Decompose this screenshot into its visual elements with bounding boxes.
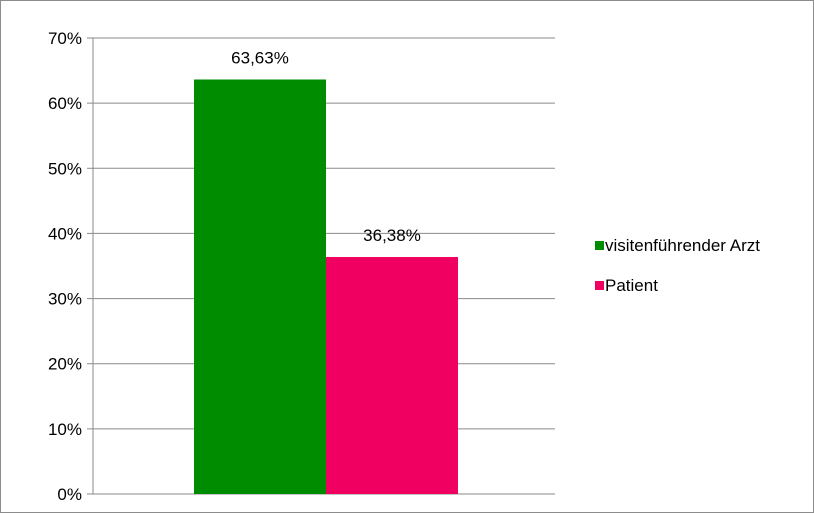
y-tick-label: 0% xyxy=(57,485,82,504)
y-tick-label: 30% xyxy=(48,290,82,309)
legend-swatch xyxy=(595,241,604,250)
y-tick-label: 20% xyxy=(48,355,82,374)
bars xyxy=(194,79,458,494)
bar-visitenfuehrender-arzt xyxy=(194,79,326,494)
y-axis: 0% 10% 20% 30% 40% 50% 60% 70% xyxy=(48,29,94,504)
y-tick-label: 50% xyxy=(48,159,82,178)
legend-swatch xyxy=(595,281,604,290)
y-tick-label: 40% xyxy=(48,224,82,243)
legend-label: Patient xyxy=(605,276,658,295)
data-label: 36,38% xyxy=(363,226,421,245)
legend: visitenführender Arzt Patient xyxy=(595,236,760,295)
y-tick-label: 70% xyxy=(48,29,82,48)
legend-label: visitenführender Arzt xyxy=(605,236,760,255)
y-tick-label: 60% xyxy=(48,94,82,113)
data-labels: 63,63% 36,38% xyxy=(231,48,421,245)
y-tick-label: 10% xyxy=(48,420,82,439)
bar-patient xyxy=(326,257,458,494)
data-label: 63,63% xyxy=(231,48,289,67)
